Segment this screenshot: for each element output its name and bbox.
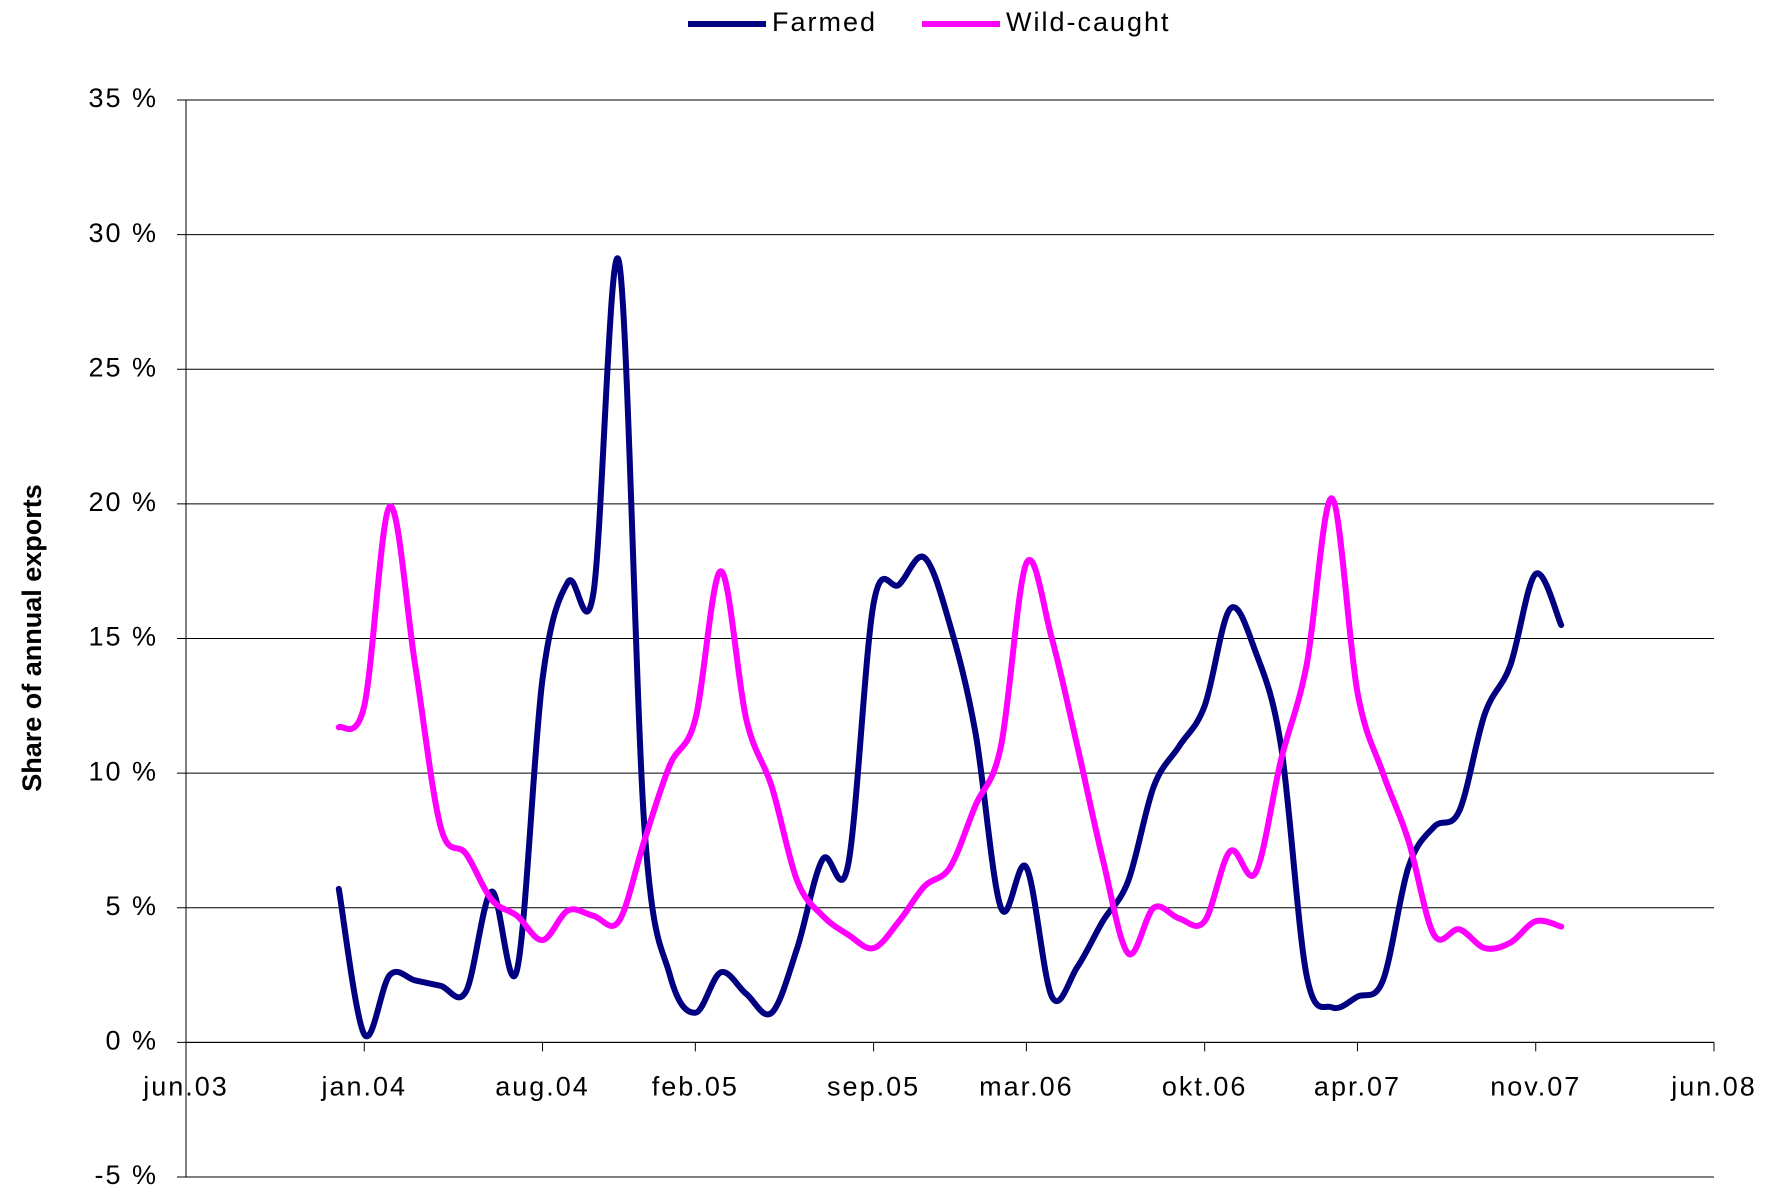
y-tick-label: 10 % xyxy=(88,756,158,786)
x-tick-label: feb.05 xyxy=(652,1072,739,1102)
y-tick-label: 25 % xyxy=(88,352,158,382)
y-tick-label: 20 % xyxy=(88,487,158,517)
x-tick-label: okt.06 xyxy=(1162,1072,1248,1102)
x-tick-label: jan.04 xyxy=(320,1072,407,1102)
x-tick-label: mar.06 xyxy=(979,1072,1074,1102)
y-axis-label: Share of annual exports xyxy=(17,484,47,792)
y-tick-label: -5 % xyxy=(94,1160,158,1188)
line-series xyxy=(335,255,1565,1040)
y-tick-label: 30 % xyxy=(88,218,158,248)
line-series xyxy=(335,495,1565,958)
y-tick-label: 35 % xyxy=(88,83,158,113)
x-tick-label: aug.04 xyxy=(495,1072,590,1102)
x-tick-label: nov.07 xyxy=(1490,1072,1581,1102)
legend-label: Farmed xyxy=(772,7,877,37)
y-tick-label: 0 % xyxy=(105,1026,158,1056)
y-tick-label: 5 % xyxy=(105,891,158,921)
x-tick-label: sep.05 xyxy=(827,1072,920,1102)
x-tick-label: jun.08 xyxy=(1670,1072,1757,1102)
legend-label: Wild-caught xyxy=(1006,7,1171,37)
y-tick-label: 15 % xyxy=(88,622,158,652)
x-tick-label: jun.03 xyxy=(142,1072,229,1102)
x-tick-label: apr.07 xyxy=(1314,1072,1401,1102)
